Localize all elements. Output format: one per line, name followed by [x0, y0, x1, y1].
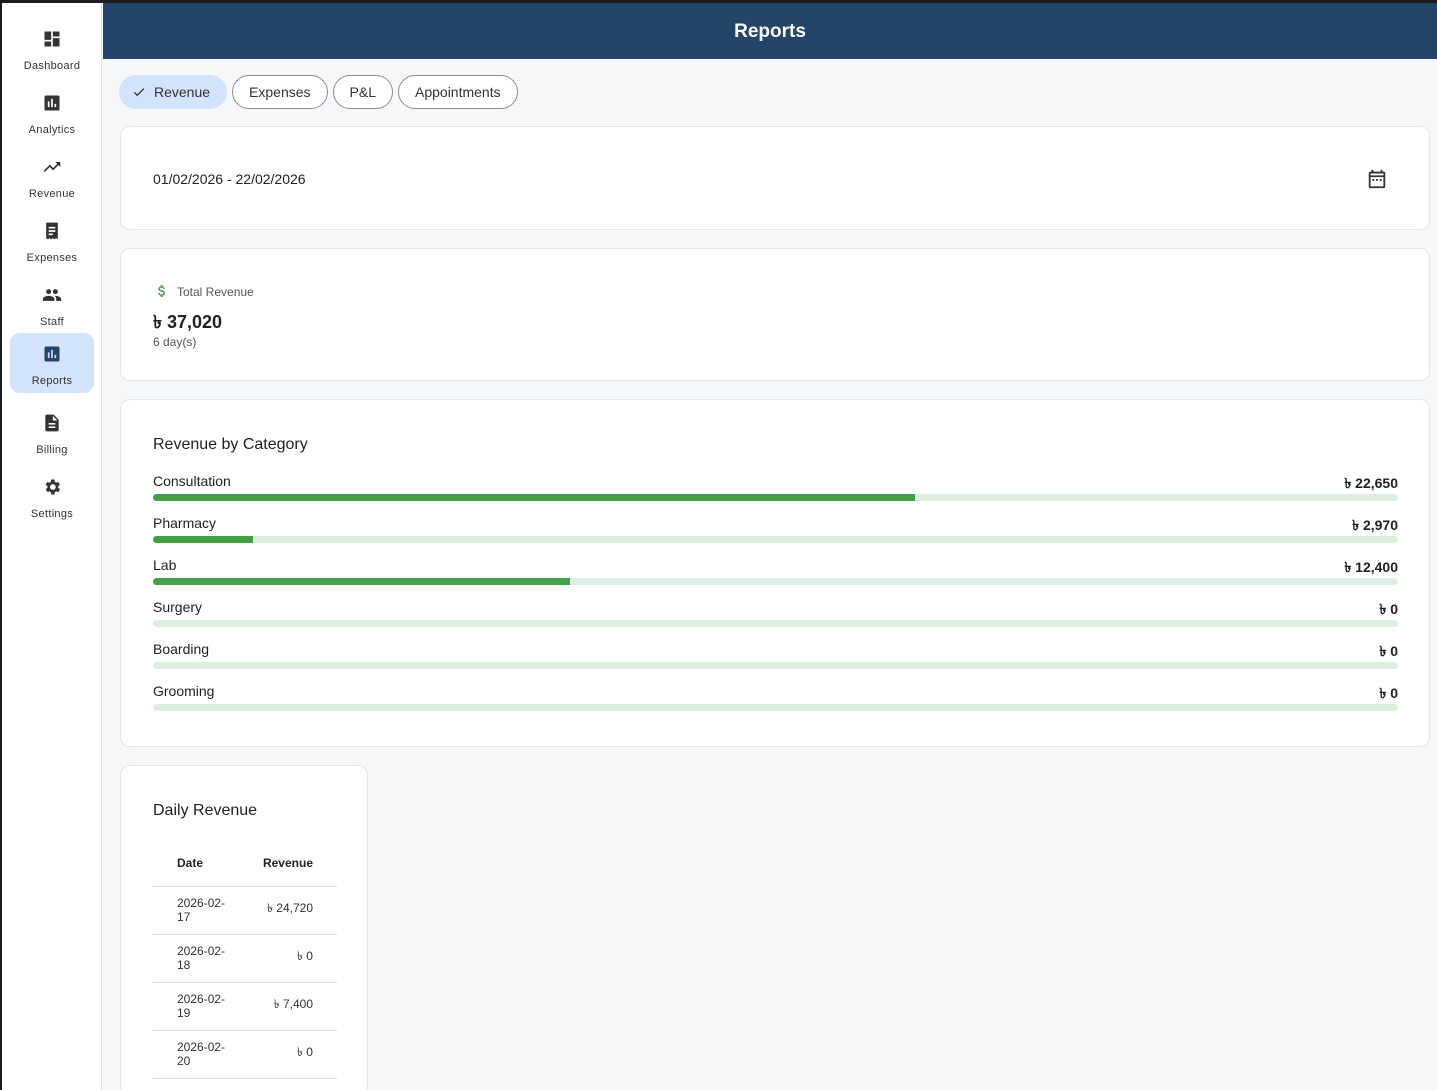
revenue-cell: ৳ 7,400: [238, 982, 337, 1031]
card-title: Revenue by Category: [153, 436, 308, 453]
date-cell: 2026-02-20: [153, 1030, 239, 1079]
nav-label: Dashboard: [23, 60, 81, 72]
app: Dashboard Analytics Revenue Expenses Sta…: [2, 3, 1437, 1090]
tabs: Revenue Expenses P&L Appointments: [119, 75, 518, 109]
nav-item[interactable]: Billing: [10, 402, 94, 462]
category-value: ৳ 0: [1379, 643, 1398, 659]
icon: [46, 222, 58, 240]
nav-item[interactable]: Revenue: [10, 146, 94, 206]
progress-track: [153, 620, 1398, 627]
category-value: ৳ 0: [1379, 601, 1398, 617]
nav-item[interactable]: Expenses: [10, 210, 94, 270]
progress-bar: [153, 494, 915, 501]
nav-label: Analytics: [28, 124, 76, 136]
tab-label: Expenses: [249, 84, 311, 100]
nav-label: Reports: [31, 375, 73, 387]
header: Reports: [103, 3, 1437, 59]
table-body: 2026-02-17 ৳ 24,720 2026-02-18 ৳ 0 2026-02-1…: [153, 886, 337, 1079]
daily-card: Daily Revenue Date Revenue 2026-02-17 ৳ 24,…: [120, 765, 368, 1090]
revenue-cell: ৳ 0: [238, 934, 337, 983]
progress-bar: [153, 536, 253, 543]
table-row: 2026-02-19 ৳ 7,400: [153, 982, 337, 1031]
progress-track: [153, 494, 1398, 501]
nav-label: Staff: [40, 316, 64, 328]
nav-item[interactable]: Staff: [10, 274, 94, 334]
progress-track: [153, 662, 1398, 669]
icon: [43, 162, 61, 172]
date-cell: 2026-02-18: [153, 934, 239, 983]
revenue-cell: ৳ 24,720: [238, 886, 337, 935]
category-name: Lab: [153, 557, 177, 573]
table-row: 2026-02-18 ৳ 0: [153, 934, 337, 983]
header-row: Date Revenue: [153, 840, 337, 887]
category-name: Grooming: [153, 683, 215, 699]
table-row: 2026-02-20 ৳ 0: [153, 1030, 337, 1079]
calendar-button[interactable]: [1366, 168, 1388, 190]
date-card: 01/02/2026 - 22/02/2026: [120, 126, 1430, 230]
column-header: Date: [153, 840, 239, 887]
nav-item[interactable]: Settings: [10, 466, 94, 526]
card-title: Daily Revenue: [153, 802, 258, 819]
tab-label: Appointments: [415, 84, 501, 100]
nav-label: Revenue: [28, 188, 76, 200]
tab[interactable]: Expenses: [232, 75, 328, 109]
header-title: Reports: [734, 21, 806, 42]
revenue-cell: ৳ 0: [238, 1030, 337, 1079]
tab[interactable]: P&L: [332, 75, 393, 109]
category-value: ৳ 2,970: [1352, 517, 1398, 533]
progress-track: [153, 578, 1398, 585]
total-value: ৳ 37,020: [153, 312, 223, 332]
check-icon: [133, 88, 145, 97]
category-row: Consultation ৳ 22,650: [153, 473, 1398, 515]
sidebar: Dashboard Analytics Revenue Expenses Sta…: [2, 3, 102, 1090]
nav-label: Billing: [36, 444, 68, 456]
icon: [45, 479, 60, 495]
category-row: Lab ৳ 12,400: [153, 557, 1398, 599]
category-name: Surgery: [153, 599, 203, 615]
icon: [45, 414, 59, 432]
dollar-icon: [158, 285, 165, 297]
category-value: ৳ 22,650: [1344, 475, 1398, 491]
category-value: ৳ 12,400: [1344, 559, 1398, 575]
date-range[interactable]: 01/02/2026 - 22/02/2026: [153, 171, 306, 187]
tab-label: P&L: [349, 84, 376, 100]
total-card: Total Revenue ৳ 37,020 6 day(s): [120, 248, 1430, 381]
category-value: ৳ 0: [1379, 685, 1398, 701]
category-card: Revenue by Category Consultation ৳ 22,650…: [120, 399, 1430, 747]
column-header: Revenue: [238, 840, 337, 887]
total-period: 6 day(s): [153, 335, 197, 349]
category-row: Grooming ৳ 0: [153, 683, 1398, 725]
tab[interactable]: Revenue: [119, 75, 228, 109]
category-row: Boarding ৳ 0: [153, 641, 1398, 683]
category-name: Consultation: [153, 473, 231, 489]
icon: [44, 31, 60, 47]
progress-track: [153, 704, 1398, 711]
nav-label: Expenses: [26, 252, 78, 264]
icon: [42, 289, 62, 301]
category-row: Pharmacy ৳ 2,970: [153, 515, 1398, 557]
icon: [44, 95, 60, 111]
table-row: 2026-02-17 ৳ 24,720: [153, 886, 337, 935]
nav-item[interactable]: Reports: [10, 333, 94, 393]
progress-bar: [153, 578, 571, 585]
category-name: Pharmacy: [153, 515, 217, 531]
nav-item[interactable]: Dashboard: [10, 18, 94, 78]
daily-table: Date Revenue 2026-02-17 ৳ 24,720 2026-02-18 ৳…: [153, 840, 337, 1079]
nav-item[interactable]: Analytics: [10, 82, 94, 142]
category-name: Boarding: [153, 641, 210, 657]
tab-label: Revenue: [154, 84, 211, 100]
icon: [44, 346, 60, 362]
progress-track: [153, 536, 1398, 543]
total-label: Total Revenue: [177, 285, 254, 299]
date-cell: 2026-02-17: [153, 886, 239, 935]
category-row: Surgery ৳ 0: [153, 599, 1398, 641]
tab[interactable]: Appointments: [398, 75, 518, 109]
date-cell: 2026-02-19: [153, 982, 239, 1031]
nav-label: Settings: [30, 508, 74, 520]
